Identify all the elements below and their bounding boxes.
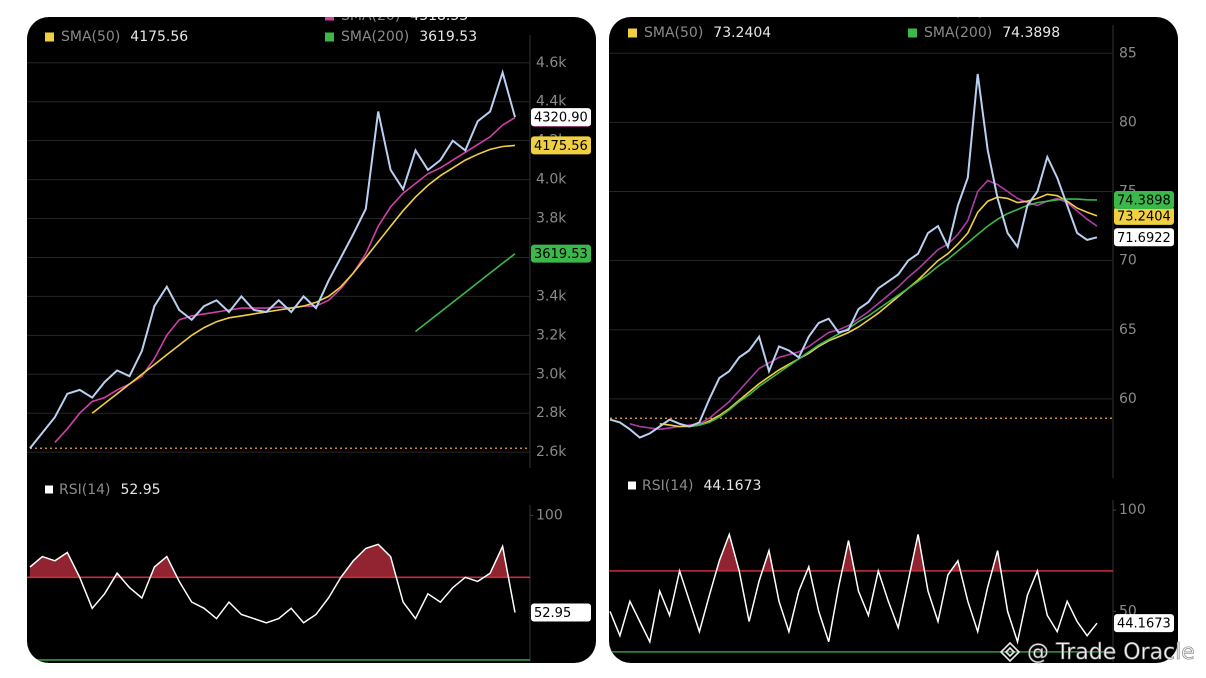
value-tag <box>1114 228 1174 247</box>
y-tick-label: 2.6k <box>536 444 567 460</box>
legend-value: 44.1673 <box>703 478 761 494</box>
legend-label: SMA(20) <box>341 8 400 24</box>
sma-line <box>629 179 1098 431</box>
y-tick-label: 3.4k <box>536 288 567 304</box>
rsi-line <box>29 543 516 624</box>
sma-line <box>415 253 516 333</box>
y-tick-label: 3.2k <box>536 327 567 343</box>
value-tag-label: 71.6922 <box>1117 231 1171 246</box>
legend-swatch <box>908 28 917 38</box>
y-tick-label: 65 <box>1119 322 1137 338</box>
legend-swatch <box>908 8 917 17</box>
panel-background <box>609 17 1178 663</box>
legend-label: SMA(50) <box>61 29 120 45</box>
legend-value: 4318.53 <box>410 8 468 24</box>
rsi-line <box>609 531 1098 645</box>
legend-value: 73.2404 <box>713 25 771 41</box>
y-tick-label: 85 <box>1119 45 1137 61</box>
value-tag-label: 3619.53 <box>534 247 588 262</box>
y-tick-label: 2.8k <box>536 405 567 421</box>
legend-label: RSI(14) <box>59 482 110 498</box>
chart-panel: 606570758085SMA(20)SMA(50)73.2404SMA(200… <box>609 4 1178 663</box>
legend-value: 74.3898 <box>1002 25 1060 41</box>
legend-label: RSI(14) <box>642 478 693 494</box>
diamond <box>999 641 1021 663</box>
value-tag <box>531 108 591 127</box>
sma-line <box>659 193 1098 428</box>
watermark: @ Trade Oracle <box>999 640 1195 665</box>
legend-swatch <box>325 17 334 21</box>
y-tick-label: 3.8k <box>536 211 567 227</box>
watermark-icon <box>999 641 1021 663</box>
value-tag <box>531 244 591 263</box>
value-tag <box>531 136 591 155</box>
legend-label: SMA(200) <box>924 25 992 41</box>
price-line <box>609 73 1098 439</box>
legend-swatch <box>628 28 637 38</box>
value-tag-label: 4320.90 <box>534 111 588 126</box>
y-tick-label: 4.0k <box>536 172 567 188</box>
legend-value: 52.95 <box>120 482 160 498</box>
y-tick-label: 80 <box>1119 114 1137 130</box>
value-tag-label: 73.2404 <box>1117 209 1171 224</box>
value-tag-label: 74.3898 <box>1117 193 1171 208</box>
overbought-fill <box>610 534 1097 571</box>
legend-swatch <box>325 32 334 42</box>
y-tick-label: 70 <box>1119 253 1137 269</box>
panel-background <box>27 17 596 663</box>
legend-value: 4175.56 <box>130 29 188 45</box>
legend-label: SMA(20) <box>924 4 983 20</box>
y-tick-label: 100 <box>1119 502 1146 518</box>
legend-swatch <box>628 481 636 490</box>
sma-line <box>689 198 1098 428</box>
value-tag <box>531 603 591 622</box>
diamond-inner <box>1004 646 1016 658</box>
chart-panel: 2.6k2.8k3.0k3.2k3.4k3.6k3.8k4.0k4.2k4.4k… <box>27 8 596 663</box>
value-tag-label: 52.95 <box>534 606 571 621</box>
legend-label: SMA(50) <box>644 25 703 41</box>
value-tag-label: 44.1673 <box>1117 617 1171 632</box>
y-tick-label: 3.0k <box>536 366 567 382</box>
legend-value: 3619.53 <box>419 29 477 45</box>
legend-swatch <box>45 485 53 494</box>
price-line <box>29 69 516 449</box>
value-tag <box>1114 206 1174 225</box>
legend-swatch <box>45 32 54 42</box>
y-tick-label: 100 <box>536 507 563 523</box>
value-tag-label: 4175.56 <box>534 139 588 154</box>
watermark-text: @ Trade Oracle <box>1027 640 1195 665</box>
legend-label: SMA(200) <box>341 29 409 45</box>
sma-line <box>91 144 516 414</box>
y-tick-label: 4.4k <box>536 94 567 110</box>
value-tag <box>1114 614 1174 633</box>
y-tick-label: 60 <box>1119 391 1137 407</box>
y-tick-label: 4.6k <box>536 55 567 71</box>
value-tag <box>1114 190 1174 209</box>
